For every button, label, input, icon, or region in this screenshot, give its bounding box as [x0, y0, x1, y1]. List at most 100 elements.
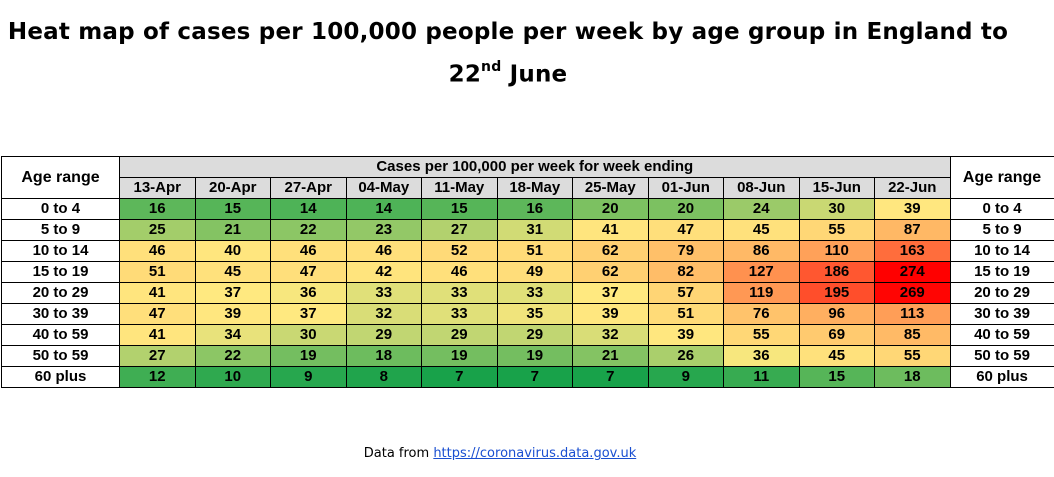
heat-cell: 82 — [647, 261, 724, 283]
heat-cell: 45 — [194, 261, 271, 283]
heat-cell: 49 — [496, 261, 573, 283]
heat-cell: 42 — [345, 261, 422, 283]
column-header-27-Apr: 27-Apr — [270, 177, 347, 199]
heat-cell: 30 — [798, 198, 875, 220]
heat-cell: 30 — [270, 324, 347, 346]
heat-cell: 22 — [270, 219, 347, 241]
heat-cell: 20 — [572, 198, 649, 220]
heat-cell: 19 — [496, 345, 573, 367]
heat-cell: 119 — [723, 282, 800, 304]
heat-cell: 52 — [421, 240, 498, 262]
heat-cell: 18 — [874, 366, 951, 388]
source-prefix: Data from — [363, 446, 434, 461]
heat-cell: 14 — [270, 198, 347, 220]
heat-cell: 32 — [345, 303, 422, 325]
table-row: 15 to 19 51 45 47 42 46 49 62 82 127 186 274 15 to 1… — [1, 261, 1054, 283]
heat-cell: 96 — [798, 303, 875, 325]
table-row: 50 to 59 27 22 19 18 19 19 21 26 36 45 55 50 to 59 — [1, 345, 1054, 367]
heat-cell: 269 — [874, 282, 951, 304]
heat-cell: 10 — [194, 366, 271, 388]
heat-cell: 69 — [798, 324, 875, 346]
row-label-right: 10 to 14 — [949, 240, 1054, 262]
row-label-left: 15 to 19 — [1, 261, 120, 283]
heat-cell: 274 — [874, 261, 951, 283]
title-main: Heat map of cases per 100,000 people per… — [7, 19, 1009, 88]
heat-cell: 186 — [798, 261, 875, 283]
heat-cell: 7 — [572, 366, 649, 388]
heat-cell: 37 — [270, 303, 347, 325]
heat-cell: 45 — [798, 345, 875, 367]
row-header-left: Age range — [1, 156, 120, 199]
heat-cell: 16 — [496, 198, 573, 220]
heatmap-table: Age range Cases per 100,000 per week for… — [1, 156, 1054, 388]
heat-cell: 40 — [194, 240, 271, 262]
heat-cell: 23 — [345, 219, 422, 241]
chart-title: Heat map of cases per 100,000 people per… — [0, 14, 1016, 94]
heat-cell: 46 — [270, 240, 347, 262]
heat-cell: 39 — [572, 303, 649, 325]
row-label-left: 40 to 59 — [1, 324, 120, 346]
column-header-04-May: 04-May — [345, 177, 422, 199]
heat-cell: 12 — [119, 366, 196, 388]
heat-cell: 29 — [345, 324, 422, 346]
table-row: 40 to 59 41 34 30 29 29 29 32 39 55 69 85 40 to 59 — [1, 324, 1054, 346]
heat-cell: 34 — [194, 324, 271, 346]
heat-cell: 46 — [119, 240, 196, 262]
heat-cell: 57 — [647, 282, 724, 304]
row-label-right: 60 plus — [949, 366, 1054, 388]
table-row: 5 to 9 25 21 22 23 27 31 41 47 45 55 87 5 to 9 — [1, 219, 1054, 241]
heat-cell: 62 — [572, 240, 649, 262]
heat-cell: 11 — [723, 366, 800, 388]
heat-cell: 87 — [874, 219, 951, 241]
heat-cell: 41 — [572, 219, 649, 241]
column-header-08-Jun: 08-Jun — [723, 177, 800, 199]
table-row: 20 to 29 41 37 36 33 33 33 37 57 119 195 269 20 to 2… — [1, 282, 1054, 304]
title-line: Heat map of cases per 100,000 people per… — [0, 14, 1016, 94]
heat-cell: 18 — [345, 345, 422, 367]
heat-cell: 15 — [194, 198, 271, 220]
heat-cell: 9 — [270, 366, 347, 388]
heat-cell: 47 — [647, 219, 724, 241]
heat-cell: 37 — [572, 282, 649, 304]
heat-cell: 24 — [723, 198, 800, 220]
heat-cell: 35 — [496, 303, 573, 325]
heat-cell: 110 — [798, 240, 875, 262]
heat-cell: 21 — [194, 219, 271, 241]
heat-cell: 39 — [874, 198, 951, 220]
heat-cell: 51 — [119, 261, 196, 283]
title-superscript: nd — [481, 59, 502, 75]
heat-cell: 16 — [119, 198, 196, 220]
heat-cell: 7 — [421, 366, 498, 388]
table-row: 60 plus 12 10 9 8 7 7 7 9 11 15 18 60 plus — [1, 366, 1054, 388]
heat-cell: 86 — [723, 240, 800, 262]
heat-cell: 127 — [723, 261, 800, 283]
source-link[interactable]: https://coronavirus.data.gov.uk — [433, 446, 637, 461]
heat-cell: 27 — [119, 345, 196, 367]
row-label-left: 5 to 9 — [1, 219, 120, 241]
heat-cell: 41 — [119, 282, 196, 304]
heat-cell: 46 — [421, 261, 498, 283]
heat-cell: 45 — [723, 219, 800, 241]
row-label-right: 40 to 59 — [949, 324, 1054, 346]
heat-cell: 47 — [119, 303, 196, 325]
column-header-15-Jun: 15-Jun — [798, 177, 875, 199]
row-label-left: 20 to 29 — [1, 282, 120, 304]
source-note: Data from https://coronavirus.data.gov.u… — [0, 446, 1000, 461]
heat-cell: 33 — [421, 303, 498, 325]
heat-cell: 8 — [345, 366, 422, 388]
header-row-2: 13-Apr 20-Apr 27-Apr 04-May 11-May 18-May 25-M… — [2, 177, 1054, 199]
heat-cell: 33 — [496, 282, 573, 304]
column-header-25-May: 25-May — [572, 177, 649, 199]
column-header-20-Apr: 20-Apr — [194, 177, 271, 199]
heat-cell: 15 — [798, 366, 875, 388]
row-label-left: 60 plus — [1, 366, 120, 388]
heat-cell: 27 — [421, 219, 498, 241]
heat-cell: 55 — [723, 324, 800, 346]
heat-cell: 22 — [194, 345, 271, 367]
heat-cell: 55 — [874, 345, 951, 367]
column-header-13-Apr: 13-Apr — [119, 177, 196, 199]
heat-cell: 76 — [723, 303, 800, 325]
heat-cell: 21 — [572, 345, 649, 367]
heat-cell: 25 — [119, 219, 196, 241]
heat-cell: 19 — [270, 345, 347, 367]
